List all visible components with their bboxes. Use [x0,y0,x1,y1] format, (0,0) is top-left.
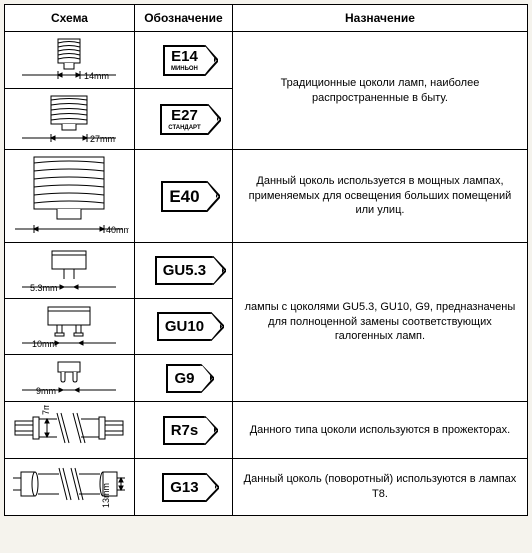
badge-cell-g13: G13 [134,459,232,516]
badge-g9: G9 [166,364,200,393]
header-designation: Обозначение [134,5,232,32]
badge-cell-e14: E14 МИНЬОН [134,32,232,89]
badge-gu53: GU5.3 [155,256,212,285]
purpose-4: Данный цоколь (поворотный) используются … [232,459,527,516]
badge-r7s: R7s [163,416,205,445]
svg-text:5.3mm: 5.3mm [30,283,58,293]
badge-cell-gu53: GU5.3 [134,243,232,299]
badge-cell-e40: E40 [134,150,232,243]
schema-e27: 27mm [5,89,135,150]
schema-r7s: 7mm [5,402,135,459]
badge-cell-e27: E27 СТАНДАРТ [134,89,232,150]
badge-cell-gu10: GU10 [134,299,232,355]
purpose-2: лампы с цоколями GU5.3, GU10, G9, предна… [232,243,527,402]
schema-gu53: 5.3mm [5,243,135,299]
purpose-3: Данного типа цоколи используются в проже… [232,402,527,459]
svg-text:7mm: 7mm [41,405,51,415]
badge-e14: E14 МИНЬОН [163,45,204,76]
svg-text:10mm: 10mm [32,339,57,349]
schema-e40: 40mm [5,150,135,243]
svg-text:40mm: 40mm [106,225,129,235]
purpose-0: Традиционные цоколи ламп, наиболее распр… [232,32,527,150]
svg-text:13mm: 13mm [101,483,111,508]
badge-e40: E40 [161,181,205,212]
svg-text:27mm: 27mm [90,134,115,144]
schema-g13: 13mm [5,459,135,516]
badge-g13: G13 [162,473,204,502]
dim-e14: 14mm [84,71,109,81]
schema-gu10: 10mm [5,299,135,355]
header-schema: Схема [5,5,135,32]
badge-e27: E27 СТАНДАРТ [160,104,206,135]
schema-g9: 9mm [5,355,135,402]
header-purpose: Назначение [232,5,527,32]
socket-table: Схема Обозначение Назначение [4,4,528,516]
purpose-1: Данный цоколь используется в мощных ламп… [232,150,527,243]
badge-cell-g9: G9 [134,355,232,402]
badge-gu10: GU10 [157,312,210,341]
svg-text:9mm: 9mm [36,386,56,396]
badge-cell-r7s: R7s [134,402,232,459]
schema-e14: 14mm [5,32,135,89]
